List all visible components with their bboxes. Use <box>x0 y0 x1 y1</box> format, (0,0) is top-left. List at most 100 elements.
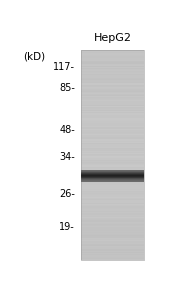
Bar <box>81 182 144 183</box>
Bar <box>81 195 144 196</box>
Bar <box>81 242 144 243</box>
Bar <box>81 103 144 104</box>
Bar <box>81 210 144 212</box>
Bar <box>81 128 144 130</box>
Text: 48-: 48- <box>59 124 75 135</box>
Text: 85-: 85- <box>59 83 75 93</box>
Bar <box>81 175 144 176</box>
Bar <box>81 80 144 81</box>
Bar <box>81 139 144 140</box>
Bar <box>81 73 144 74</box>
Bar <box>81 205 144 206</box>
Bar <box>81 76 144 77</box>
Bar <box>81 93 144 94</box>
Bar <box>81 70 144 72</box>
Bar <box>81 207 144 208</box>
Bar <box>81 214 144 216</box>
Bar <box>81 253 144 254</box>
Bar <box>81 241 144 242</box>
Bar <box>81 178 144 179</box>
Bar <box>81 188 144 190</box>
Bar <box>81 118 144 119</box>
Bar <box>81 250 144 252</box>
Bar <box>81 68 144 69</box>
Bar <box>81 257 144 258</box>
Bar <box>81 249 144 250</box>
Bar <box>81 121 144 122</box>
Bar <box>81 130 144 132</box>
Bar <box>81 72 144 73</box>
Bar <box>81 212 144 213</box>
Bar <box>81 212 144 214</box>
Bar <box>81 100 144 101</box>
Bar <box>81 133 144 134</box>
Bar <box>81 54 144 55</box>
Bar <box>81 81 144 83</box>
Bar <box>81 136 144 137</box>
Bar <box>81 83 144 85</box>
Bar <box>81 201 144 202</box>
Bar <box>81 177 144 178</box>
Bar <box>81 221 144 222</box>
Bar <box>81 177 144 178</box>
Bar <box>81 209 144 211</box>
Bar <box>81 191 144 193</box>
Bar <box>81 90 144 91</box>
Bar <box>81 181 144 182</box>
Bar <box>81 61 144 62</box>
Bar <box>81 179 144 180</box>
Bar <box>81 172 144 173</box>
Bar <box>81 170 144 172</box>
Bar <box>81 113 144 114</box>
Bar <box>81 224 144 225</box>
Bar <box>81 225 144 226</box>
Bar <box>81 203 144 204</box>
Bar <box>81 194 144 195</box>
Bar <box>81 50 144 260</box>
Bar <box>81 92 144 93</box>
Bar <box>81 216 144 217</box>
Bar <box>81 57 144 58</box>
Bar <box>81 124 144 125</box>
Bar <box>81 187 144 189</box>
Bar <box>81 255 144 256</box>
Bar <box>81 208 144 210</box>
Bar <box>81 223 144 224</box>
Bar <box>81 238 144 239</box>
Bar <box>81 166 144 168</box>
Bar <box>81 181 144 182</box>
Bar <box>81 146 144 148</box>
Bar <box>81 178 144 179</box>
Bar <box>81 198 144 199</box>
Bar <box>81 98 144 99</box>
Bar <box>81 123 144 124</box>
Bar <box>81 110 144 111</box>
Bar <box>81 165 144 166</box>
Bar <box>81 160 144 161</box>
Bar <box>81 115 144 116</box>
Bar <box>81 96 144 97</box>
Bar <box>81 140 144 141</box>
Bar <box>81 78 144 79</box>
Bar <box>81 179 144 180</box>
Bar <box>81 180 144 181</box>
Bar <box>81 130 144 131</box>
Bar <box>81 122 144 123</box>
Bar <box>81 125 144 127</box>
Bar <box>81 135 144 136</box>
Bar <box>81 64 144 66</box>
Bar <box>81 58 144 59</box>
Bar <box>81 172 144 173</box>
Bar <box>81 85 144 87</box>
Bar <box>81 163 144 164</box>
Bar <box>81 97 144 98</box>
Bar <box>81 178 144 179</box>
Text: 117-: 117- <box>53 62 75 72</box>
Bar <box>81 173 144 174</box>
Text: 19-: 19- <box>59 222 75 232</box>
Bar <box>81 228 144 230</box>
Bar <box>81 164 144 166</box>
Bar <box>81 246 144 247</box>
Bar <box>81 112 144 113</box>
Bar <box>81 162 144 164</box>
